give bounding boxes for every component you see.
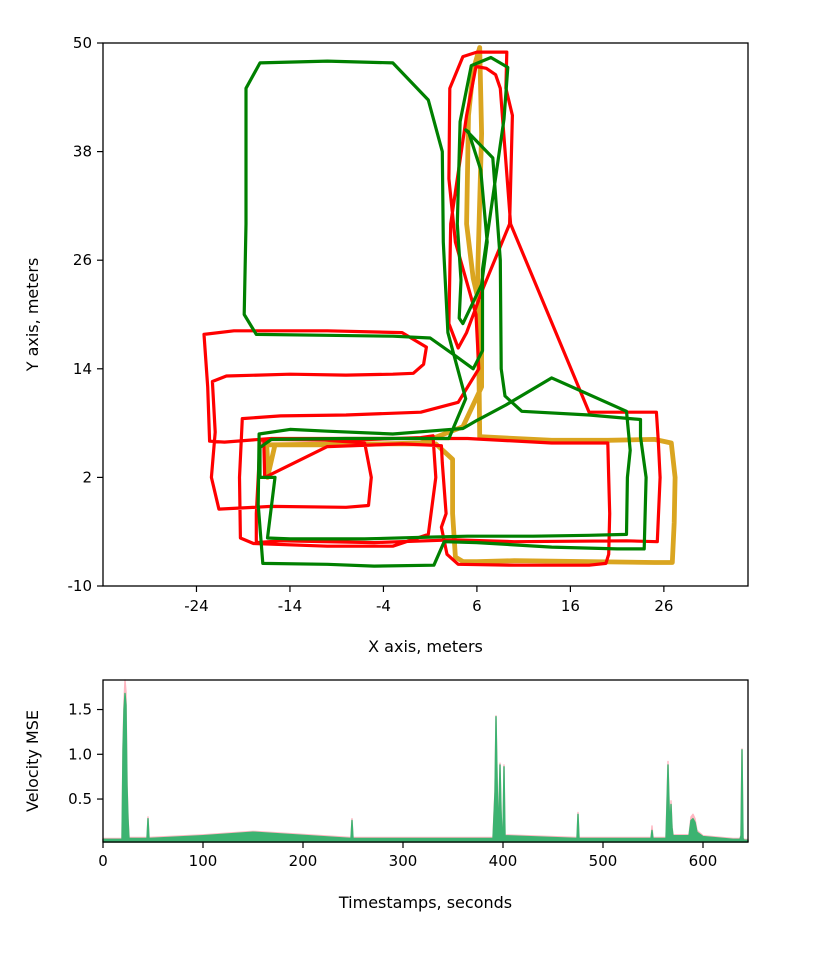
velocity-y-tick-label: 1.5 [68, 701, 92, 719]
trajectory-y-ticks: -10 2 14 26 38 50 [68, 34, 103, 595]
trajectory-x-tick-label: -14 [278, 597, 303, 615]
trajectory-x-axis-label: X axis, meters [368, 637, 483, 656]
trajectory-y-tick-label: 38 [73, 143, 92, 161]
trajectory-x-tick-label: -4 [376, 597, 391, 615]
trajectory-series-1 [202, 50, 662, 567]
velocity-x-tick-label: 100 [189, 852, 218, 870]
velocity-plot-background [103, 680, 748, 842]
velocity-y-tick-label: 1.0 [68, 745, 92, 763]
velocity-x-ticks: 0 100 200 300 400 500 600 [98, 842, 717, 870]
trajectory-y-axis-label: Y axis, meters [23, 258, 42, 373]
velocity-y-ticks: 0.5 1.0 1.5 [68, 701, 103, 808]
velocity-x-tick-label: 200 [289, 852, 318, 870]
trajectory-y-tick-label: 2 [82, 468, 92, 486]
trajectory-x-tick-label: 6 [472, 597, 482, 615]
velocity-series-1 [102, 692, 749, 843]
velocity-x-tick-label: 500 [589, 852, 618, 870]
trajectory-series-group [202, 45, 678, 568]
velocity-x-axis-label: Timestamps, seconds [338, 893, 512, 912]
velocity-y-tick-label: 0.5 [68, 790, 92, 808]
trajectory-y-tick-label: 26 [73, 251, 92, 269]
velocity-series-group [102, 679, 749, 843]
velocity-x-tick-label: 300 [389, 852, 418, 870]
velocity-x-tick-label: 0 [98, 852, 108, 870]
trajectory-x-tick-label: 16 [561, 597, 580, 615]
trajectory-series-2 [242, 55, 648, 568]
velocity-mse-plot: 0 100 200 300 400 500 600 0.5 1.0 1.5 Timestamps… [23, 679, 749, 912]
trajectory-plot-background [103, 43, 748, 586]
trajectory-x-tick-label: 26 [654, 597, 673, 615]
trajectory-plot: -24 -14 -4 6 16 26 -10 2 14 26 38 50 X axis, meter… [23, 34, 749, 656]
velocity-x-tick-label: 600 [689, 852, 718, 870]
velocity-plot-frame [102, 679, 749, 843]
trajectory-x-ticks: -24 -14 -4 6 16 26 [184, 586, 673, 615]
velocity-x-tick-label: 400 [489, 852, 518, 870]
trajectory-y-tick-label: -10 [68, 577, 93, 595]
trajectory-plot-frame [102, 42, 749, 587]
trajectory-x-tick-label: -24 [184, 597, 209, 615]
trajectory-y-tick-label: 50 [73, 34, 92, 52]
velocity-y-axis-label: Velocity MSE [23, 710, 42, 812]
trajectory-y-tick-label: 14 [73, 360, 92, 378]
